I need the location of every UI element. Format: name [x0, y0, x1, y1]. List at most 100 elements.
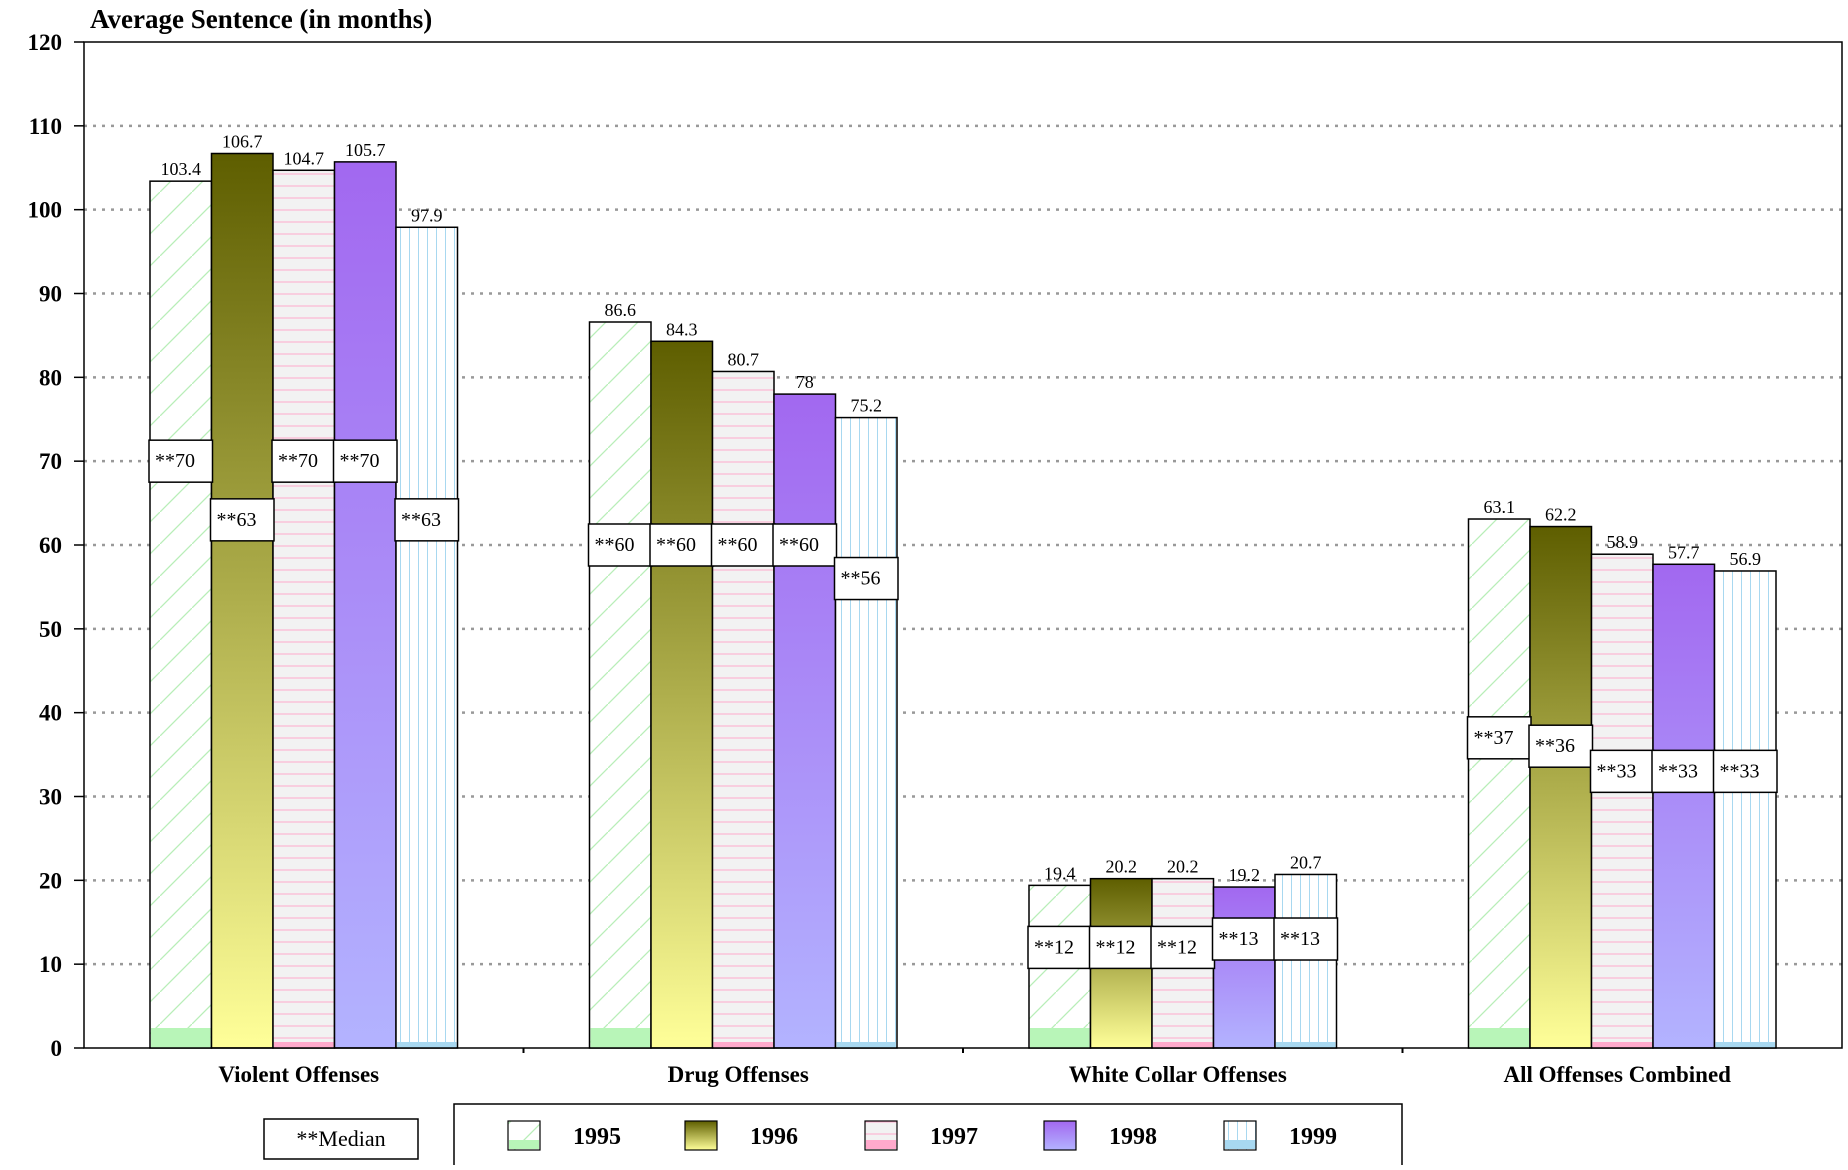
median-box: **70: [332, 439, 398, 483]
value-label: 56.9: [1730, 549, 1762, 569]
value-label: 97.9: [411, 205, 443, 225]
bar-1998-1: 78: [773, 372, 837, 1049]
bar-1999-2: 20.7: [1274, 852, 1338, 1049]
median-box: **60: [649, 523, 715, 567]
bar-base-strip: [1276, 1042, 1336, 1048]
category-label: White Collar Offenses: [1069, 1062, 1287, 1087]
median-box-rect: [833, 556, 899, 601]
median-box-rect: [772, 523, 838, 567]
bar-rect: [149, 180, 213, 1049]
y-tick-label: 110: [29, 114, 62, 139]
median-box-rect: [332, 439, 398, 483]
y-tick-label: 40: [39, 701, 62, 726]
median-box-rect: [649, 523, 715, 567]
bar-rect: [711, 370, 775, 1049]
median-label: **63: [401, 509, 441, 531]
median-label: **12: [1157, 936, 1197, 958]
bar-base-strip: [836, 1042, 896, 1048]
bar-rect: [650, 340, 714, 1049]
median-box: **36: [1528, 724, 1594, 768]
y-tick-label: 80: [39, 365, 62, 390]
value-label: 84.3: [666, 319, 698, 339]
median-label: **70: [155, 450, 195, 472]
bar-rect: [1274, 873, 1338, 1049]
value-label: 58.9: [1607, 532, 1639, 552]
bar-rect: [588, 321, 652, 1049]
median-box: **37: [1466, 716, 1532, 760]
median-box-rect: [1528, 724, 1594, 768]
median-label: **12: [1096, 936, 1136, 958]
median-box: **60: [587, 523, 653, 567]
bar-rect: [1713, 570, 1777, 1049]
legend: **Median 1995 1996 1997 1998 1999: [263, 1103, 1403, 1170]
bar-1997-1: 80.7: [711, 349, 775, 1049]
median-label: **33: [1658, 760, 1698, 782]
bar-1998-0: 105.7: [333, 140, 397, 1049]
bar-1996-0: 106.7: [210, 131, 274, 1049]
bar-base-strip: [397, 1042, 457, 1048]
value-label: 105.7: [345, 140, 386, 160]
median-box: **60: [772, 523, 838, 567]
bar-rect: [834, 416, 898, 1049]
legend-label: 1996: [750, 1124, 798, 1150]
legend-item-1995: 1995: [507, 1120, 621, 1151]
median-box-rect: [1027, 925, 1093, 970]
median-labels: **70 **63 **70 **70 **63 **60 **60 **60 **60 **56…: [148, 439, 1778, 970]
median-box-rect: [1712, 749, 1778, 794]
median-box-rect: [271, 439, 337, 483]
bar-rect: [210, 152, 274, 1049]
median-label: **13: [1219, 928, 1259, 950]
y-tick-label: 30: [39, 785, 62, 810]
value-label: 63.1: [1484, 497, 1516, 517]
median-box-rect: [1589, 749, 1655, 794]
value-label: 57.7: [1668, 542, 1700, 562]
value-label: 80.7: [728, 349, 760, 369]
median-label: **33: [1720, 760, 1760, 782]
median-label: **36: [1535, 735, 1575, 757]
bar-rect: [1212, 886, 1276, 1049]
median-box-rect: [1088, 925, 1154, 970]
bar-1999-1: 75.2: [834, 396, 898, 1049]
median-label: **12: [1034, 936, 1074, 958]
median-box: **56: [833, 556, 899, 601]
median-label: **60: [718, 534, 758, 556]
median-label: **33: [1597, 760, 1637, 782]
median-box: **60: [710, 523, 776, 567]
value-label: 75.2: [851, 396, 883, 416]
y-tick-label: 70: [39, 449, 62, 474]
bar-base-strip: [1592, 1042, 1652, 1048]
bar-base-strip: [1715, 1042, 1775, 1048]
value-label: 19.2: [1229, 865, 1261, 885]
legend-label: 1999: [1289, 1124, 1337, 1150]
bar-rect: [395, 226, 459, 1049]
category-label: All Offenses Combined: [1504, 1062, 1732, 1087]
legend-item-1996: 1996: [684, 1120, 798, 1151]
legend-label: 1997: [930, 1124, 978, 1150]
median-label: **63: [217, 509, 257, 531]
bars-layer: 103.4 106.7 104.7 105.7 97.9 86.6 84.3 80.7 78 75…: [148, 131, 1778, 1049]
bar-1998-3: 57.7: [1652, 542, 1716, 1049]
bar-rect: [333, 161, 397, 1049]
median-box-rect: [394, 498, 460, 542]
value-label: 106.7: [222, 131, 263, 151]
axis-layer: 0 10 20 30 40 50 60 70 80 90 100 110 120 Violent Offe…: [28, 30, 1843, 1087]
value-label: 103.4: [161, 159, 202, 179]
bar-1995-3: 63.1: [1467, 497, 1531, 1049]
category-label: Violent Offenses: [218, 1062, 379, 1087]
value-label: 20.2: [1167, 857, 1199, 877]
legend-median-box: [263, 1118, 419, 1160]
median-box-rect: [1273, 917, 1339, 961]
median-box: **13: [1211, 917, 1277, 961]
median-box: **33: [1712, 749, 1778, 794]
median-label: **13: [1280, 928, 1320, 950]
bar-base-strip: [1153, 1042, 1213, 1048]
median-box-rect: [1211, 917, 1277, 961]
median-box-rect: [1466, 716, 1532, 760]
bar-rect: [1529, 525, 1593, 1049]
category-label: Drug Offenses: [668, 1062, 809, 1087]
bar-rect: [773, 393, 837, 1049]
median-label: **70: [340, 450, 380, 472]
median-box: **63: [209, 498, 275, 542]
median-box-rect: [587, 523, 653, 567]
